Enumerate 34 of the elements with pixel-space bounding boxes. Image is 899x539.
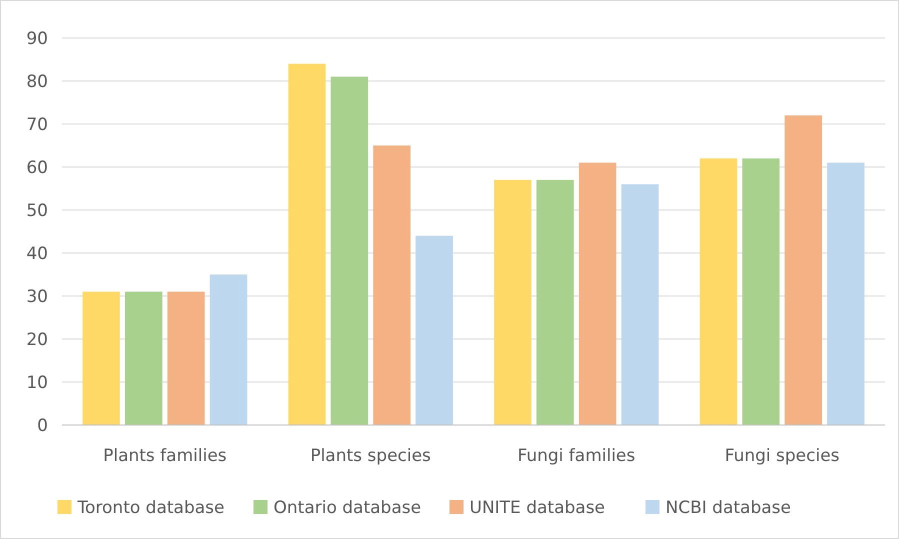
legend-label: UNITE database <box>470 498 606 518</box>
y-tick-label: 10 <box>26 372 48 393</box>
x-tick-label: Plants species <box>310 446 432 466</box>
y-tick-label: 30 <box>26 286 48 307</box>
bar <box>536 180 574 425</box>
legend-label: Ontario database <box>274 498 422 518</box>
y-tick-label: 40 <box>26 244 48 264</box>
bar <box>125 292 162 425</box>
bar <box>784 115 822 425</box>
legend-label: NCBI database <box>666 498 791 518</box>
legend-label: Toronto database <box>76 498 224 518</box>
bar <box>742 158 780 425</box>
bar <box>494 180 532 425</box>
x-tick-label: Fungi families <box>517 446 636 466</box>
bar <box>330 76 368 425</box>
bar <box>827 162 864 425</box>
bar <box>578 162 616 425</box>
bar <box>82 292 120 425</box>
y-tick-label: 90 <box>26 28 48 49</box>
bar <box>288 64 326 425</box>
bar <box>416 236 453 425</box>
bar <box>373 146 410 425</box>
bar <box>167 292 205 425</box>
y-tick-label: 60 <box>26 158 48 178</box>
y-tick-label: 80 <box>26 72 48 92</box>
y-tick-label: 50 <box>26 200 48 221</box>
bar <box>621 184 659 425</box>
x-tick-label: Fungi species <box>724 446 840 466</box>
bar <box>210 274 248 425</box>
y-tick-label: 0 <box>37 416 48 436</box>
y-tick-label: 20 <box>26 330 48 350</box>
bar <box>700 158 738 425</box>
y-tick-label: 70 <box>26 114 48 135</box>
x-tick-label: Plants families <box>103 446 227 466</box>
